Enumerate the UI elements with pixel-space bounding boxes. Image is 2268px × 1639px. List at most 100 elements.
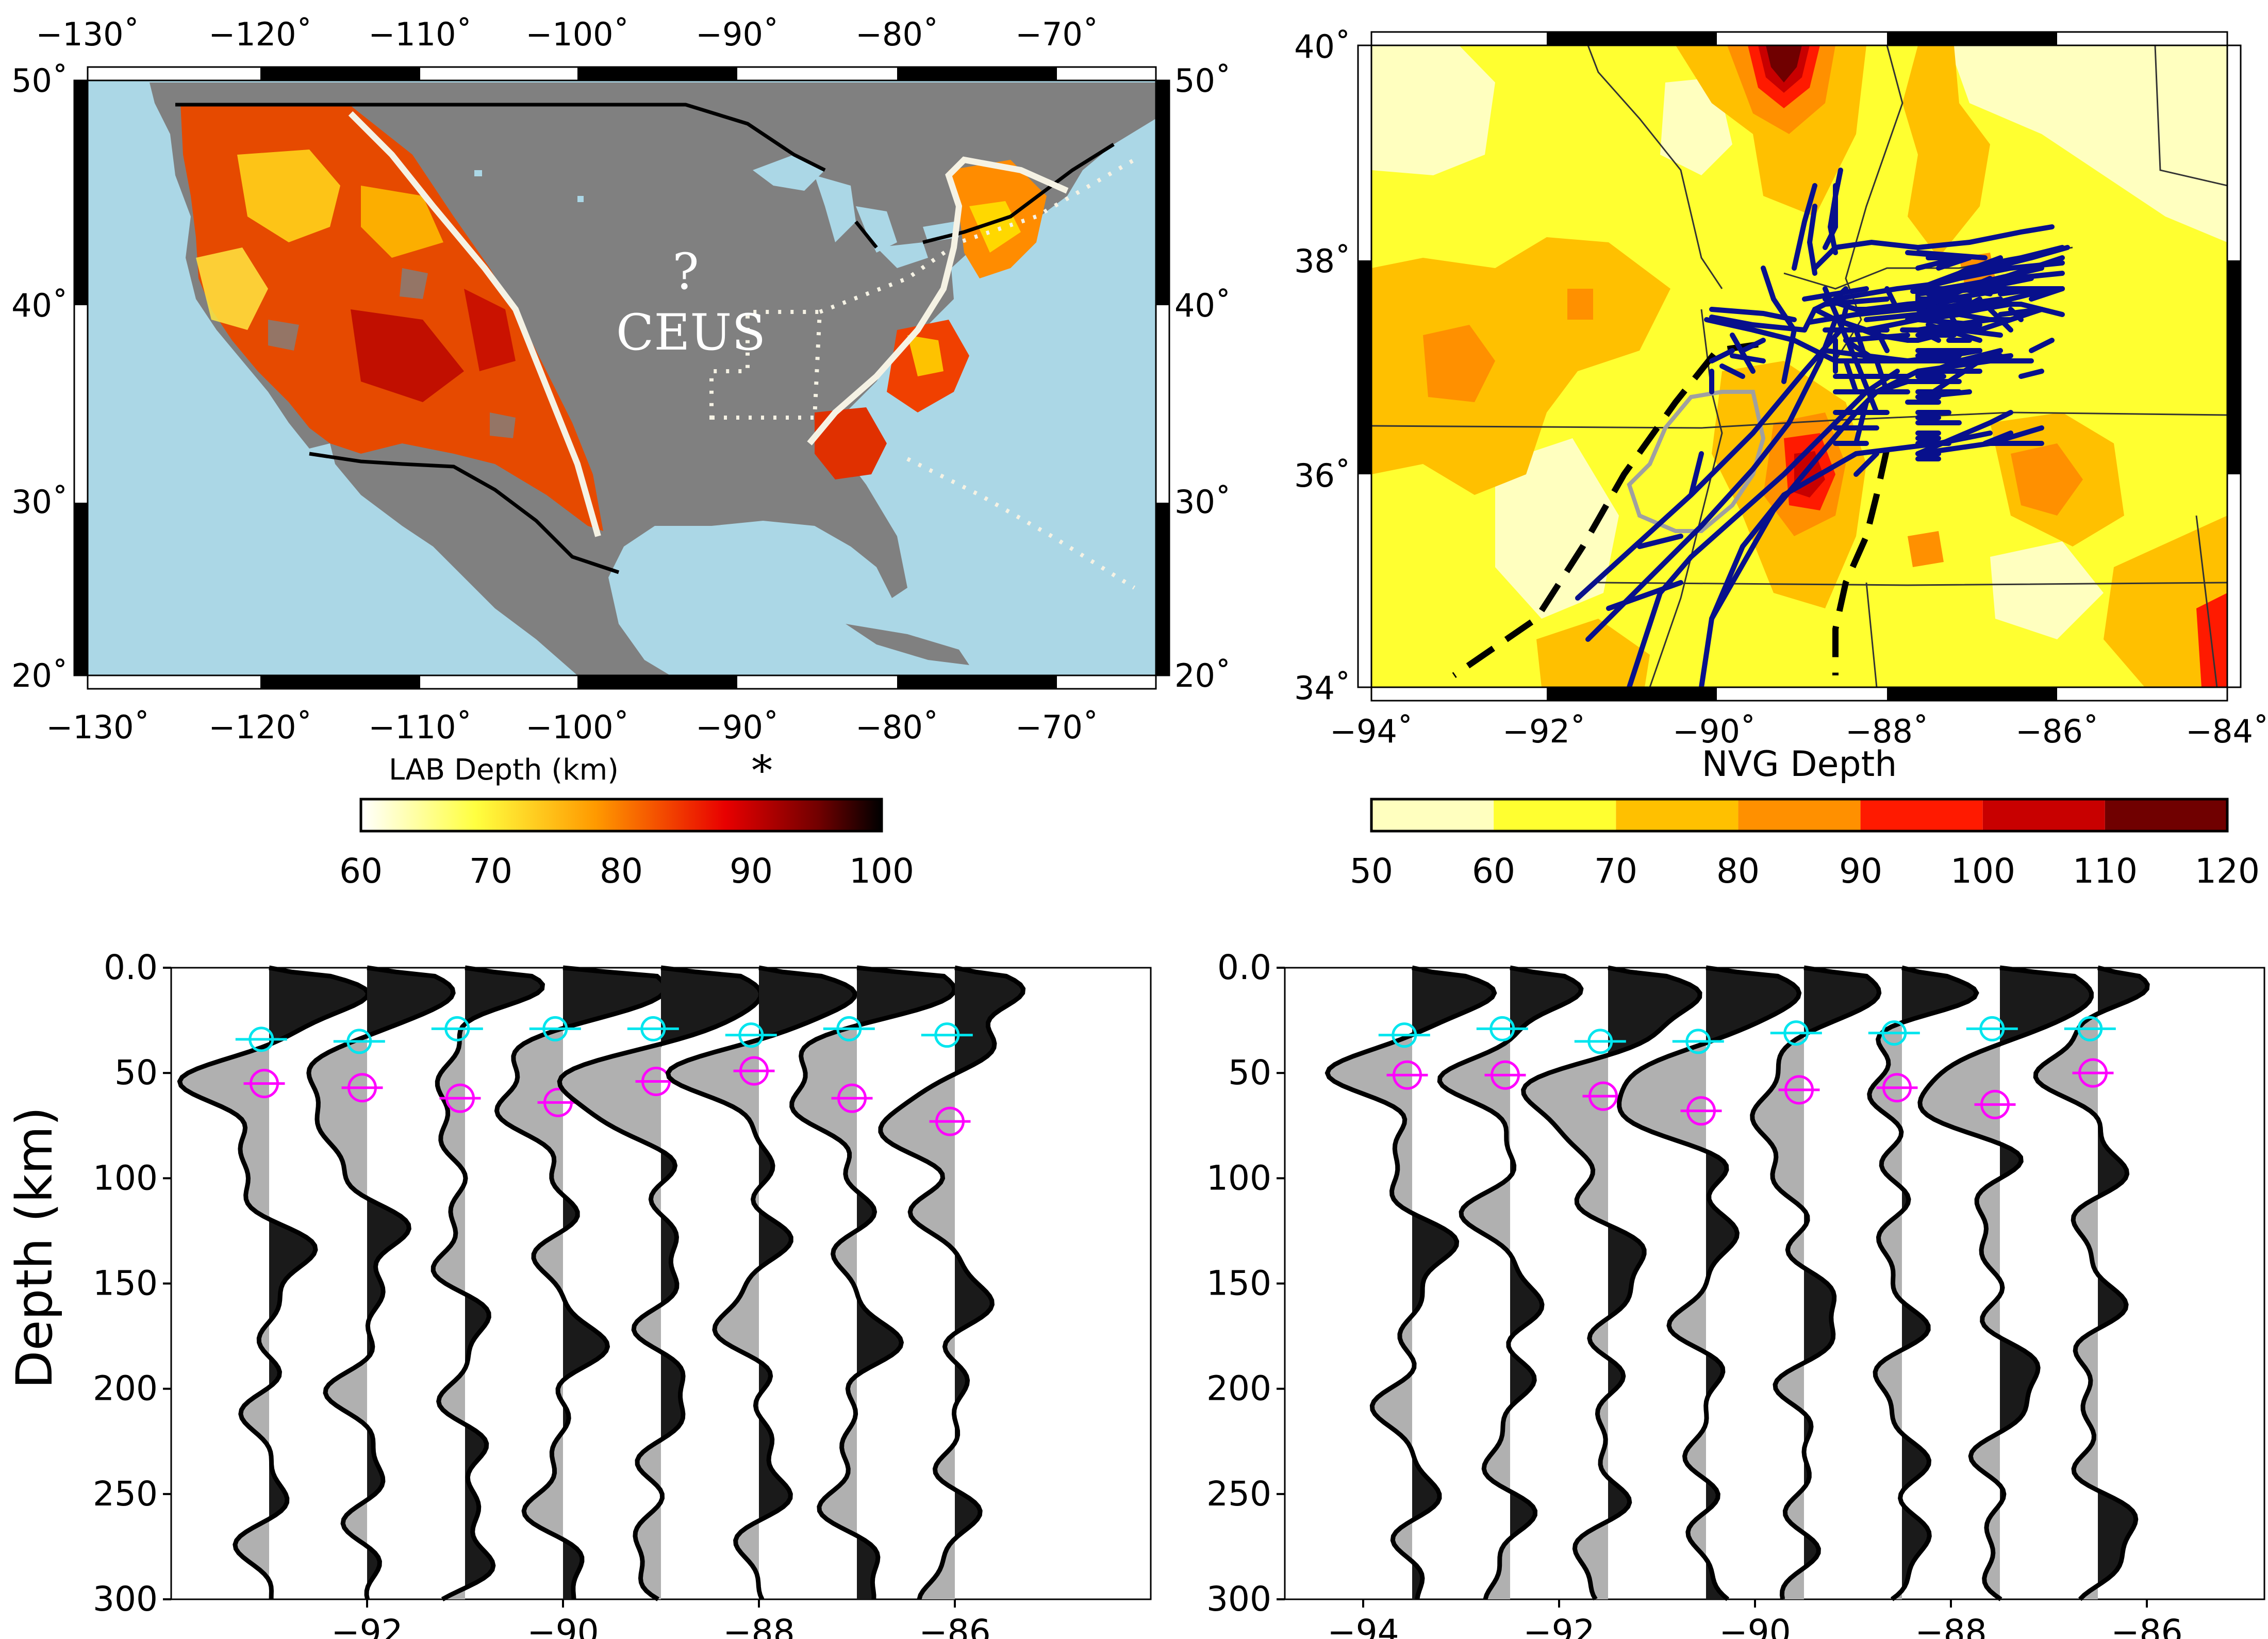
lab-colorbar-ticks: 60 70 80 90 100 xyxy=(339,851,914,891)
colorbar-segment xyxy=(1738,799,1861,831)
x-tick-label: −90 xyxy=(1719,1612,1791,1639)
tick-label: −120˚ xyxy=(208,708,312,746)
tick-label: −120˚ xyxy=(208,15,312,53)
y-tick-label: 200 xyxy=(1206,1369,1271,1409)
rf-positive-fill xyxy=(2000,968,2092,1599)
lab-colorbar-label: LAB Depth (km) xyxy=(389,753,619,787)
tick-label: 36˚ xyxy=(1294,457,1351,494)
y-axis-ticks: 0.0 50 100 150 200 250 300 xyxy=(1206,948,1285,1619)
rf-trace xyxy=(177,965,371,1600)
tick-label: −130˚ xyxy=(36,15,139,53)
x-tick-label: −86 xyxy=(2111,1612,2182,1639)
tick-label: 100 xyxy=(1950,851,2015,891)
y-tick-label: 200 xyxy=(93,1369,158,1409)
y-tick-label: 100 xyxy=(1206,1158,1271,1198)
great-lakes xyxy=(753,155,959,268)
tick-label: −90˚ xyxy=(1673,713,1756,750)
tick-label: 70 xyxy=(469,851,512,891)
y-tick-label: 50 xyxy=(114,1053,158,1092)
lab-depth-map: −130˚ −120˚ −110˚ −100˚ −90˚ −80˚ −70˚ −… xyxy=(11,15,1231,891)
rf-negative-fill xyxy=(668,968,759,1599)
rf-trace xyxy=(1437,965,1584,1600)
rf-waveform xyxy=(431,965,545,1601)
southeast-lab-yellow xyxy=(907,335,943,376)
tick-label: −90˚ xyxy=(696,708,779,746)
tick-label: 40˚ xyxy=(1174,287,1231,324)
rf-waveform xyxy=(306,965,456,1600)
receiver-function-panel-left: 0.0 50 100 150 200 250 300 −92 −90 −88 −86 xyxy=(93,948,1152,1639)
tick-label: 80 xyxy=(1716,851,1760,891)
tick-label: −94˚ xyxy=(1330,713,1413,750)
tick-label: −80˚ xyxy=(855,708,939,746)
colorbar-segment xyxy=(1982,799,2105,831)
nvg-contour-80-90-west xyxy=(1423,325,1495,402)
rf-negative-fill xyxy=(1523,968,1608,1599)
rf-waveform xyxy=(1617,965,1802,1601)
rf-positive-fill xyxy=(1706,968,1799,1599)
tick-label: −100˚ xyxy=(525,15,629,53)
colorbar-segment xyxy=(1371,799,1494,831)
x-tick-label: −92 xyxy=(1523,1612,1595,1639)
tick-label: 40˚ xyxy=(11,287,68,324)
colorbar-segment xyxy=(1616,799,1739,831)
receiver-function-panel-right: 0.0 50 100 150 200 250 300 −94 −92 −90 −88 −86 xyxy=(1206,948,2265,1639)
fault-line-long-arm xyxy=(1807,302,2065,325)
rf-positive-fill xyxy=(955,968,1023,1599)
y-tick-label: 150 xyxy=(93,1264,158,1303)
nvg-contour-110-120-north xyxy=(1766,45,1802,82)
x-axis-ticks: −92 −90 −88 −86 xyxy=(331,1599,991,1639)
tick-label: 90 xyxy=(730,851,773,891)
colorbar-segment xyxy=(1860,799,1983,831)
tick-label: 30˚ xyxy=(1174,483,1231,521)
us-mexico-border xyxy=(309,452,620,574)
tick-label: 80 xyxy=(600,851,643,891)
nvg-colorbar-label: NVG Depth xyxy=(1702,744,1897,785)
question-annotation: ? xyxy=(672,243,699,301)
rf-positive-fill xyxy=(661,968,761,1599)
rf-trace xyxy=(557,965,764,1601)
rf-trace xyxy=(1521,965,1702,1601)
y-axis-label: Depth (km) xyxy=(6,1107,63,1389)
rf-trace xyxy=(431,965,545,1601)
tick-label: −70˚ xyxy=(1015,708,1099,746)
tick-label: 50 xyxy=(1350,851,1393,891)
tick-label: 100 xyxy=(849,851,914,891)
tick-label: 38˚ xyxy=(1294,242,1351,280)
x-tick-label: −86 xyxy=(919,1612,990,1639)
asterisk-annotation: * xyxy=(752,747,772,794)
nvg-contour-70-80-south xyxy=(1536,619,1650,687)
rf-waveform xyxy=(1867,965,1979,1601)
tick-label: 90 xyxy=(1839,851,1882,891)
region-outline-dotted xyxy=(709,158,1136,590)
tick-label: 60 xyxy=(1472,851,1515,891)
y-tick-label: 0.0 xyxy=(104,948,158,987)
rf-positive-fill xyxy=(1608,968,1700,1599)
western-lab-yellow-patch-2 xyxy=(196,247,268,330)
rf-trace xyxy=(306,965,456,1600)
colorbar-outline xyxy=(1370,798,2229,833)
ceus-annotation: CEUS xyxy=(616,304,766,361)
x-tick-label: −90 xyxy=(527,1612,599,1639)
map-a-top-ticks: −130˚ −120˚ −110˚ −100˚ −90˚ −80˚ −70˚ xyxy=(36,15,1099,53)
tick-label: −70˚ xyxy=(1015,15,1099,53)
y-tick-label: 100 xyxy=(93,1158,158,1198)
x-tick-label: −94 xyxy=(1327,1612,1399,1639)
y-tick-label: 50 xyxy=(1228,1053,1271,1092)
tick-label: 110 xyxy=(2073,851,2138,891)
rf-trace xyxy=(1917,965,2094,1601)
nvg-contour-80-90-east xyxy=(2011,443,2083,516)
nvg-contour-70-80-west xyxy=(1371,237,1670,495)
rf-waveform xyxy=(2033,965,2150,1601)
nvg-contour-50-60-sw xyxy=(1495,438,1619,619)
map-b-frame-bars xyxy=(1357,31,2242,702)
tick-label: 20˚ xyxy=(1174,657,1231,694)
rf-positive-fill xyxy=(2098,968,2148,1599)
northeast-lab-yellow xyxy=(969,201,1021,253)
map-b-bottom-ticks: −94˚ −92˚ −90˚ −88˚ −86˚ −84˚ xyxy=(1330,713,2268,750)
rf-trace xyxy=(789,965,957,1600)
rf-trace xyxy=(1325,965,1497,1600)
map-a-bottom-ticks: −130˚ −120˚ −110˚ −100˚ −90˚ −80˚ −70˚ xyxy=(46,708,1099,746)
tick-label: −86˚ xyxy=(2015,713,2099,750)
y-tick-label: 250 xyxy=(1206,1474,1271,1514)
